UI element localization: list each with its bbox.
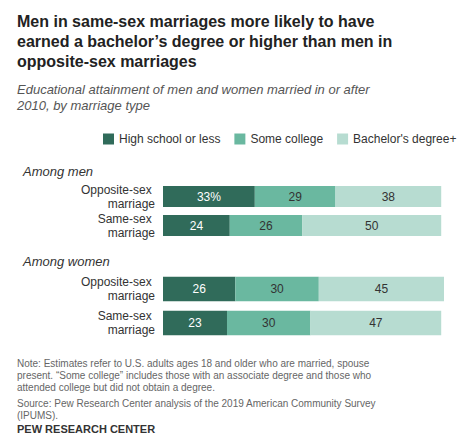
svg-text:opposite-sex marriages: opposite-sex marriages bbox=[17, 53, 197, 70]
svg-text:26: 26 bbox=[192, 282, 206, 296]
svg-text:Educational attainment of men: Educational attainment of men and women … bbox=[17, 82, 373, 97]
svg-text:29: 29 bbox=[288, 190, 302, 204]
svg-text:Bachelor's degree+: Bachelor's degree+ bbox=[353, 132, 456, 146]
svg-text:(IPUMS).: (IPUMS). bbox=[17, 410, 58, 421]
svg-text:Opposite-sex: Opposite-sex bbox=[81, 183, 155, 197]
svg-text:26: 26 bbox=[259, 219, 273, 233]
svg-text:Among men: Among men bbox=[22, 164, 93, 179]
svg-text:marriage: marriage bbox=[108, 226, 156, 240]
svg-text:45: 45 bbox=[375, 282, 389, 296]
svg-text:33%: 33% bbox=[197, 190, 221, 204]
svg-text:Some college: Some college bbox=[250, 132, 323, 146]
svg-text:24: 24 bbox=[190, 219, 204, 233]
svg-text:Men in same-sex marriages more: Men in same-sex marriages more likely to… bbox=[17, 13, 379, 30]
svg-text:Same-sex: Same-sex bbox=[98, 309, 155, 323]
svg-text:present. “Some college” includ: present. “Some college” includes those w… bbox=[17, 370, 374, 381]
svg-text:47: 47 bbox=[369, 316, 383, 330]
svg-text:30: 30 bbox=[270, 282, 284, 296]
svg-text:2010, by marriage type: 2010, by marriage type bbox=[16, 98, 150, 113]
svg-text:Source: Pew Research Center an: Source: Pew Research Center analysis of … bbox=[17, 398, 378, 409]
svg-text:earned a bachelor’s degree or: earned a bachelor’s degree or higher tha… bbox=[17, 33, 397, 50]
svg-text:23: 23 bbox=[188, 316, 202, 330]
svg-text:38: 38 bbox=[382, 190, 396, 204]
svg-text:marriage: marriage bbox=[108, 197, 156, 211]
svg-text:marriage: marriage bbox=[108, 289, 156, 303]
svg-text:Note: Estimates refer to U.S.: Note: Estimates refer to U.S. adults age… bbox=[17, 358, 372, 369]
svg-text:PEW RESEARCH CENTER: PEW RESEARCH CENTER bbox=[17, 423, 155, 435]
svg-text:Among women: Among women bbox=[22, 254, 110, 269]
svg-text:Opposite-sex: Opposite-sex bbox=[81, 275, 155, 289]
svg-text:30: 30 bbox=[262, 316, 276, 330]
svg-text:50: 50 bbox=[365, 219, 379, 233]
svg-text:marriage: marriage bbox=[108, 323, 156, 337]
svg-text:attended college but did not o: attended college but did not obtain a de… bbox=[17, 382, 215, 393]
svg-text:High school or less: High school or less bbox=[119, 132, 220, 146]
svg-text:Same-sex: Same-sex bbox=[98, 212, 155, 226]
